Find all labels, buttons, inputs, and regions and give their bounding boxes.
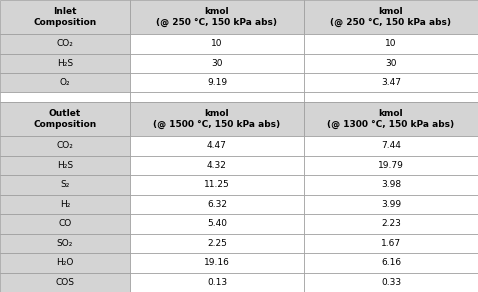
Text: kmol
(@ 1300 °C, 150 kPa abs): kmol (@ 1300 °C, 150 kPa abs): [327, 109, 455, 129]
Bar: [130, 234, 304, 253]
Bar: [0, 53, 130, 73]
Text: S₂: S₂: [60, 180, 70, 190]
Text: 10: 10: [211, 39, 223, 48]
Bar: [130, 93, 304, 102]
Bar: [0, 175, 130, 195]
Bar: [304, 102, 478, 136]
Text: Inlet
Composition: Inlet Composition: [33, 7, 97, 27]
Bar: [304, 253, 478, 272]
Bar: [130, 272, 304, 292]
Bar: [0, 102, 130, 136]
Text: 4.32: 4.32: [207, 161, 227, 170]
Bar: [304, 214, 478, 234]
Bar: [130, 253, 304, 272]
Bar: [0, 34, 130, 53]
Bar: [304, 34, 478, 53]
Bar: [130, 214, 304, 234]
Text: CO₂: CO₂: [56, 142, 74, 150]
Bar: [0, 136, 130, 156]
Bar: [304, 136, 478, 156]
Text: kmol
(@ 250 °C, 150 kPa abs): kmol (@ 250 °C, 150 kPa abs): [330, 7, 452, 27]
Text: 2.25: 2.25: [207, 239, 227, 248]
Text: 0.13: 0.13: [207, 278, 227, 287]
Bar: [304, 272, 478, 292]
Bar: [304, 195, 478, 214]
Bar: [0, 0, 130, 34]
Text: CO₂: CO₂: [56, 39, 74, 48]
Text: H₂O: H₂O: [56, 258, 74, 267]
Text: 19.79: 19.79: [378, 161, 404, 170]
Bar: [0, 195, 130, 214]
Text: 6.32: 6.32: [207, 200, 227, 209]
Bar: [130, 34, 304, 53]
Bar: [0, 234, 130, 253]
Text: 3.99: 3.99: [381, 200, 401, 209]
Text: 30: 30: [211, 59, 223, 68]
Text: Outlet
Composition: Outlet Composition: [33, 109, 97, 129]
Bar: [304, 175, 478, 195]
Text: O₂: O₂: [60, 78, 70, 87]
Bar: [130, 73, 304, 93]
Text: 6.16: 6.16: [381, 258, 401, 267]
Text: 3.98: 3.98: [381, 180, 401, 190]
Bar: [0, 73, 130, 93]
Text: 1.67: 1.67: [381, 239, 401, 248]
Text: CO: CO: [58, 219, 72, 228]
Bar: [0, 156, 130, 175]
Bar: [130, 53, 304, 73]
Text: 4.47: 4.47: [207, 142, 227, 150]
Bar: [130, 102, 304, 136]
Text: 5.40: 5.40: [207, 219, 227, 228]
Bar: [130, 136, 304, 156]
Bar: [130, 0, 304, 34]
Text: 19.16: 19.16: [204, 258, 230, 267]
Text: kmol
(@ 1500 °C, 150 kPa abs): kmol (@ 1500 °C, 150 kPa abs): [153, 109, 281, 129]
Bar: [130, 175, 304, 195]
Text: 10: 10: [385, 39, 397, 48]
Text: 9.19: 9.19: [207, 78, 227, 87]
Bar: [130, 156, 304, 175]
Text: 0.33: 0.33: [381, 278, 401, 287]
Bar: [304, 156, 478, 175]
Text: COS: COS: [55, 278, 75, 287]
Text: H₂S: H₂S: [57, 59, 73, 68]
Bar: [0, 272, 130, 292]
Bar: [130, 195, 304, 214]
Text: kmol
(@ 250 °C, 150 kPa abs): kmol (@ 250 °C, 150 kPa abs): [156, 7, 278, 27]
Bar: [0, 93, 130, 102]
Text: SO₂: SO₂: [57, 239, 73, 248]
Bar: [304, 53, 478, 73]
Bar: [0, 214, 130, 234]
Text: 7.44: 7.44: [381, 142, 401, 150]
Bar: [304, 234, 478, 253]
Text: 30: 30: [385, 59, 397, 68]
Bar: [0, 253, 130, 272]
Text: 2.23: 2.23: [381, 219, 401, 228]
Text: 11.25: 11.25: [204, 180, 230, 190]
Bar: [304, 73, 478, 93]
Bar: [304, 0, 478, 34]
Bar: [304, 93, 478, 102]
Text: H₂S: H₂S: [57, 161, 73, 170]
Text: H₂: H₂: [60, 200, 70, 209]
Text: 3.47: 3.47: [381, 78, 401, 87]
